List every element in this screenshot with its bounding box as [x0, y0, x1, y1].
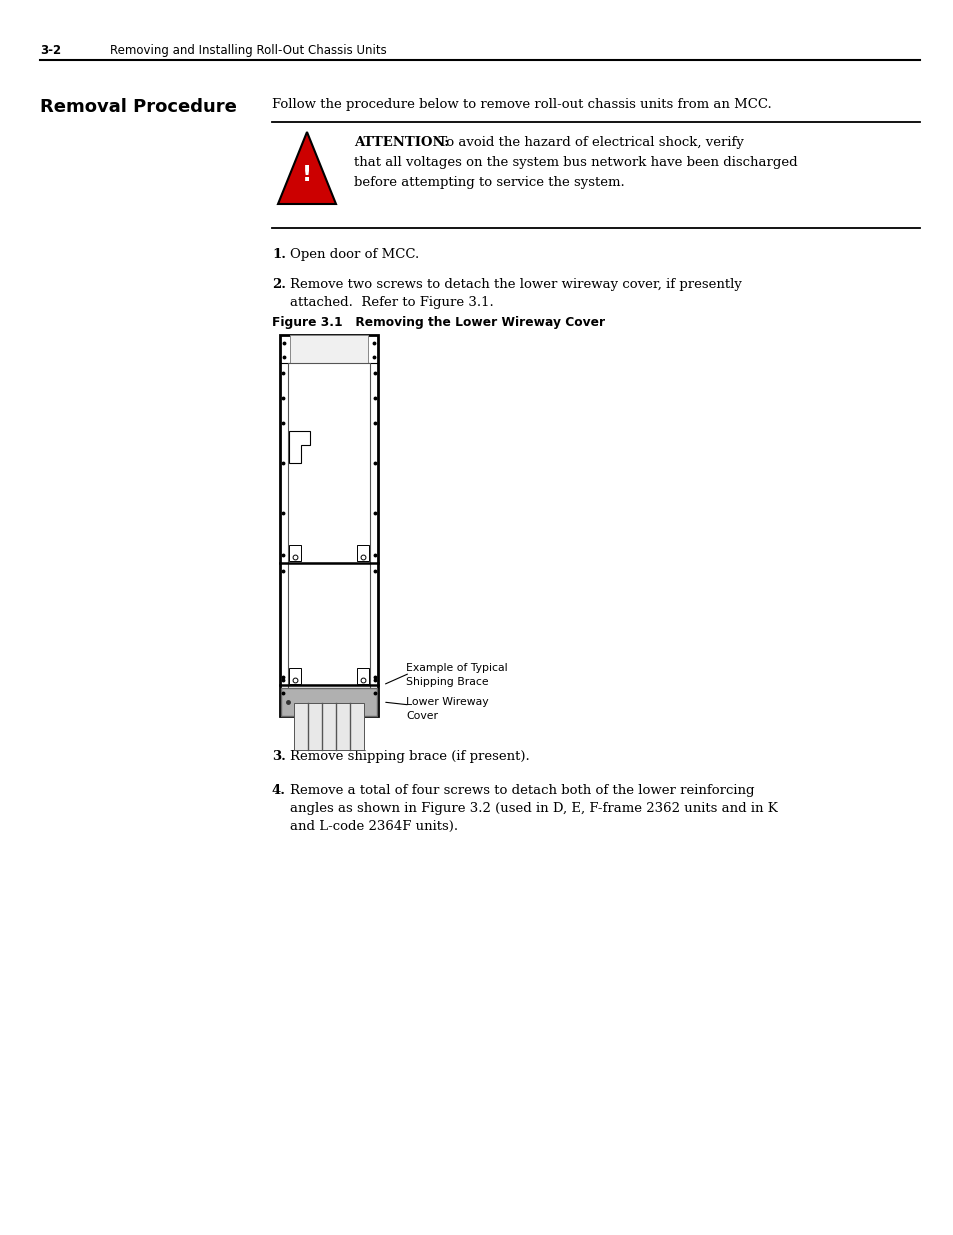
Text: (TYP): (TYP): [314, 736, 343, 746]
Bar: [288, 685, 370, 688]
Text: 1.: 1.: [272, 248, 286, 261]
Bar: [290, 335, 368, 363]
Text: Example of Typical: Example of Typical: [406, 663, 507, 673]
Bar: [356, 668, 369, 684]
Text: 3.: 3.: [272, 750, 286, 763]
Text: Remove shipping brace (if present).: Remove shipping brace (if present).: [290, 750, 529, 763]
Text: Removal Procedure: Removal Procedure: [40, 98, 236, 116]
Text: ATTENTION:: ATTENTION:: [354, 136, 449, 149]
Bar: [281, 688, 376, 716]
Polygon shape: [289, 431, 310, 463]
Bar: [289, 545, 301, 561]
Text: Removing and Installing Roll-Out Chassis Units: Removing and Installing Roll-Out Chassis…: [110, 44, 386, 57]
Text: Follow the procedure below to remove roll-out chassis units from an MCC.: Follow the procedure below to remove rol…: [272, 98, 771, 111]
Bar: [289, 668, 301, 684]
Bar: [288, 563, 370, 685]
Bar: [294, 703, 364, 750]
Text: Shipping Brace: Shipping Brace: [406, 677, 488, 687]
Text: and L-code 2364F units).: and L-code 2364F units).: [290, 820, 457, 832]
Text: Open door of MCC.: Open door of MCC.: [290, 248, 418, 261]
Text: 2.: 2.: [272, 278, 286, 291]
Text: angles as shown in Figure 3.2 (used in D, E, F-frame 2362 units and in K: angles as shown in Figure 3.2 (used in D…: [290, 802, 777, 815]
Text: To avoid the hazard of electrical shock, verify: To avoid the hazard of electrical shock,…: [430, 136, 743, 149]
Text: Cover: Cover: [406, 711, 437, 721]
Text: 4.: 4.: [272, 784, 286, 797]
Text: before attempting to service the system.: before attempting to service the system.: [354, 177, 624, 189]
Bar: [288, 363, 370, 563]
Polygon shape: [277, 132, 335, 204]
Text: Lower Wireway: Lower Wireway: [406, 697, 488, 706]
Bar: [280, 335, 377, 716]
Text: 3-2: 3-2: [40, 44, 61, 57]
Text: Remove two screws to detach the lower wireway cover, if presently: Remove two screws to detach the lower wi…: [290, 278, 741, 291]
Text: !: !: [301, 165, 312, 185]
Text: attached.  Refer to Figure 3.1.: attached. Refer to Figure 3.1.: [290, 296, 494, 309]
Text: Figure 3.1   Removing the Lower Wireway Cover: Figure 3.1 Removing the Lower Wireway Co…: [272, 316, 604, 329]
Text: that all voltages on the system bus network have been discharged: that all voltages on the system bus netw…: [354, 156, 797, 169]
Bar: [356, 545, 369, 561]
Text: Remove a total of four screws to detach both of the lower reinforcing: Remove a total of four screws to detach …: [290, 784, 754, 797]
